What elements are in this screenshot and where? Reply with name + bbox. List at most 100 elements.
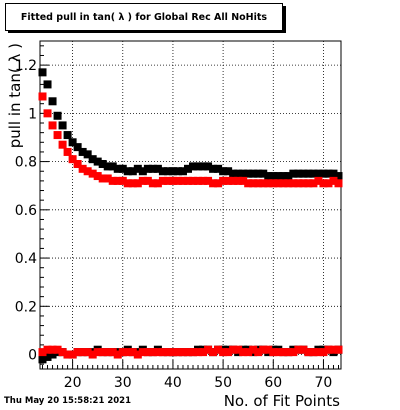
series-1-marker xyxy=(239,169,248,178)
series-3-marker xyxy=(264,179,273,188)
series-4-marker xyxy=(38,348,47,357)
series-4-marker xyxy=(118,348,127,357)
series-3-marker xyxy=(269,179,278,188)
series-3-marker xyxy=(93,172,102,181)
series-3-marker xyxy=(304,179,313,188)
series-4-marker xyxy=(48,345,57,354)
series-4-marker xyxy=(168,348,177,357)
series-1-marker xyxy=(63,131,72,140)
x-tick-label: 70 xyxy=(315,375,333,391)
series-1-marker xyxy=(133,164,142,173)
series-3-marker xyxy=(219,176,228,185)
series-1-marker xyxy=(53,111,62,120)
series-1-marker xyxy=(199,162,208,171)
series-4-marker xyxy=(204,345,213,354)
series-4-marker xyxy=(199,348,208,357)
series-4-marker xyxy=(284,348,293,357)
series-3-marker xyxy=(239,176,248,185)
y-tick-label: 0 xyxy=(28,348,37,364)
series-1-marker xyxy=(334,172,343,181)
y-tick-label: 1.2 xyxy=(15,58,37,74)
y-axis-title: pull in tan( λ ) xyxy=(6,43,24,148)
series-4-marker xyxy=(329,345,338,354)
series-1-marker xyxy=(148,164,157,173)
series-4-marker xyxy=(279,348,288,357)
series-1-marker xyxy=(244,169,253,178)
series-1-marker xyxy=(279,172,288,181)
series-1-marker xyxy=(93,157,102,166)
series-4-marker xyxy=(294,345,303,354)
series-1-marker xyxy=(183,164,192,173)
series-1-marker xyxy=(229,169,238,178)
series-3-marker xyxy=(254,179,263,188)
series-3-marker xyxy=(234,176,243,185)
series-4-marker xyxy=(58,348,67,357)
series-3-marker xyxy=(183,176,192,185)
series-1-marker xyxy=(153,164,162,173)
axis-ticks xyxy=(40,45,339,369)
series-1-marker xyxy=(234,169,243,178)
series-1-marker xyxy=(168,167,177,176)
series-2-marker xyxy=(48,350,57,359)
series-3-marker xyxy=(324,179,333,188)
series-3-marker xyxy=(103,174,112,183)
series-4-marker xyxy=(309,348,318,357)
series-4-marker xyxy=(88,350,97,359)
series-3-marker xyxy=(244,179,253,188)
series-4-marker xyxy=(319,348,328,357)
series-1-marker xyxy=(269,172,278,181)
series-4-marker xyxy=(214,345,223,354)
series-4-marker xyxy=(113,350,122,359)
series-4-marker xyxy=(123,348,132,357)
series-1-marker xyxy=(209,164,218,173)
series-1-marker xyxy=(304,169,313,178)
series-3-marker xyxy=(214,179,223,188)
series-1-marker xyxy=(108,162,117,171)
series-1-marker xyxy=(259,169,268,178)
series-1-marker xyxy=(204,162,213,171)
series-4-marker xyxy=(108,348,117,357)
series-4-marker xyxy=(269,348,278,357)
series-1-marker xyxy=(249,169,258,178)
series-3-marker xyxy=(98,174,107,183)
series-3-marker xyxy=(314,176,323,185)
series-3-marker xyxy=(43,109,52,118)
series-3-marker xyxy=(153,179,162,188)
y-tick-label: 1 xyxy=(28,106,37,122)
series-3-marker xyxy=(73,160,82,168)
series-1-marker xyxy=(189,162,198,171)
series-1-marker xyxy=(284,172,293,181)
series-3-marker xyxy=(204,176,213,185)
series-4-marker xyxy=(98,348,107,357)
y-tick-label: 0.6 xyxy=(15,203,37,219)
series-3-marker xyxy=(48,121,57,130)
series-1-marker xyxy=(274,172,283,181)
series-1-marker xyxy=(43,80,52,89)
series-3-marker xyxy=(108,176,117,185)
series-1-marker xyxy=(319,169,328,178)
series-3-marker xyxy=(334,179,343,188)
x-tick-label: 60 xyxy=(264,375,282,391)
series-3-marker xyxy=(229,176,238,185)
series-4-marker xyxy=(219,348,228,357)
series-4-marker xyxy=(234,345,243,354)
series-4-marker xyxy=(314,348,323,357)
series-4-marker xyxy=(103,348,112,357)
series-3-marker xyxy=(83,167,92,176)
series-2-marker xyxy=(38,355,47,364)
series-3-marker xyxy=(63,147,72,156)
series-1-marker xyxy=(38,68,47,77)
series-1-marker xyxy=(158,167,167,176)
series-1-marker xyxy=(88,155,97,164)
series-4-marker xyxy=(143,348,152,357)
x-axis-title: No. of Fit Points xyxy=(224,392,340,410)
y-tick-label: 0.8 xyxy=(15,155,37,171)
series-3-marker xyxy=(163,176,172,185)
series-3-marker xyxy=(123,179,132,188)
series-1-marker xyxy=(299,169,308,178)
title-shadow-side xyxy=(283,6,286,33)
series-3-marker xyxy=(194,176,203,185)
series-4-marker xyxy=(153,348,162,357)
series-4-marker xyxy=(249,345,258,354)
series-4-marker xyxy=(229,345,238,354)
